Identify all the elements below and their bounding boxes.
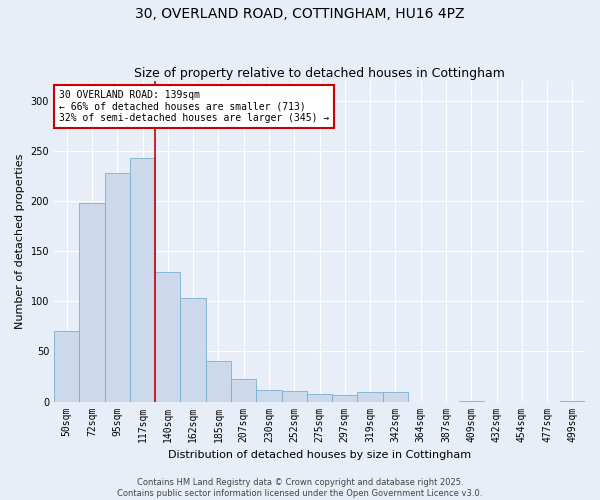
Bar [130,158,155,402]
Bar [383,392,408,402]
Bar [332,394,358,402]
Text: Contains HM Land Registry data © Crown copyright and database right 2025.
Contai: Contains HM Land Registry data © Crown c… [118,478,482,498]
Bar [358,392,383,402]
Bar [560,400,585,402]
Bar [256,390,281,402]
Title: Size of property relative to detached houses in Cottingham: Size of property relative to detached ho… [134,66,505,80]
Bar [104,173,130,402]
Text: 30 OVERLAND ROAD: 139sqm
← 66% of detached houses are smaller (713)
32% of semi-: 30 OVERLAND ROAD: 139sqm ← 66% of detach… [59,90,329,124]
Bar [79,203,104,402]
Bar [155,272,181,402]
X-axis label: Distribution of detached houses by size in Cottingham: Distribution of detached houses by size … [168,450,471,460]
Bar [231,380,256,402]
Bar [458,400,484,402]
Bar [54,332,79,402]
Text: 30, OVERLAND ROAD, COTTINGHAM, HU16 4PZ: 30, OVERLAND ROAD, COTTINGHAM, HU16 4PZ [135,8,465,22]
Y-axis label: Number of detached properties: Number of detached properties [15,154,25,329]
Bar [281,390,307,402]
Bar [181,298,206,402]
Bar [206,362,231,402]
Bar [307,394,332,402]
